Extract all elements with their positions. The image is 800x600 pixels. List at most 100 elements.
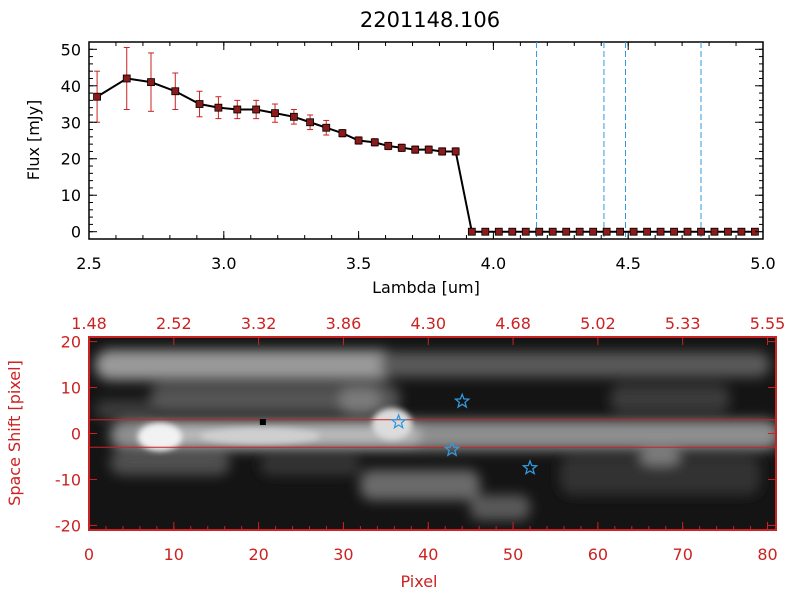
source-stars [390, 392, 539, 476]
star-1 [453, 392, 471, 409]
top-point-25 [521, 227, 530, 236]
bottom-top-tick-label-1: 2.52 [156, 314, 192, 333]
bottom-top-tick-label-6: 5.02 [580, 314, 616, 333]
star-0 [390, 413, 407, 430]
top-point-41 [737, 227, 746, 236]
top-point-10 [306, 118, 314, 127]
top-point-3 [171, 87, 180, 96]
bottom-top-ticks: 1.48 2.52 3.32 3.86 4.30 4.68 5.02 5.33 5.55 [71, 314, 785, 345]
top-point-12 [338, 129, 347, 138]
top-point-6 [233, 105, 242, 114]
bottom-top-tick-label-5: 4.68 [495, 314, 531, 333]
bottom-x-tick-label-6: 60 [588, 545, 608, 564]
top-point-14 [370, 138, 379, 147]
top-point-18 [424, 145, 433, 154]
top-point-4 [195, 100, 204, 108]
bottom-y-axis-label: Space Shift [pixel] [5, 360, 24, 506]
bottom-y-tick-label-4: 20 [61, 333, 81, 352]
top-point-22 [481, 227, 490, 236]
top-point-7 [252, 105, 261, 114]
top-x-tick-label-1: 3.0 [211, 254, 236, 273]
top-x-tick-label-0: 2.5 [76, 254, 101, 273]
top-point-17 [411, 145, 420, 154]
top-point-28 [562, 227, 571, 236]
top-y-tick-label-3: 30 [61, 113, 81, 132]
top-point-34 [643, 227, 651, 236]
top-point-5 [214, 103, 223, 112]
top-plot-frame [88, 41, 764, 240]
bottom-top-tick-label-7: 5.33 [665, 314, 701, 333]
bottom-x-tick-label-7: 70 [673, 545, 693, 564]
top-x-tick-label-5: 5.0 [750, 254, 775, 273]
bottom-y-tick-label-2: 0 [71, 425, 81, 444]
top-point-38 [697, 227, 705, 236]
top-point-2 [147, 78, 155, 87]
top-point-36 [670, 227, 678, 236]
bottom-x-ticks: 0 10 20 30 40 50 60 70 80 [84, 522, 778, 564]
top-y-tick-label-1: 10 [61, 186, 81, 205]
top-error-bars [94, 46, 459, 156]
bottom-x-tick-label-4: 40 [418, 545, 438, 564]
top-point-27 [548, 227, 557, 236]
top-point-1 [122, 74, 131, 83]
bottom-y-ticks: -20 -10 0 10 20 [55, 333, 776, 535]
top-y-axis-label: Flux [mJy] [24, 100, 43, 181]
spectral-image [89, 337, 776, 530]
bottom-top-tick-label-4: 4.30 [410, 314, 446, 333]
top-point-33 [629, 227, 638, 236]
bottom-x-tick-label-2: 20 [248, 545, 268, 564]
top-y-tick-label-2: 20 [61, 150, 81, 169]
top-point-29 [575, 227, 584, 236]
top-point-37 [683, 227, 692, 236]
top-x-tick-label-2: 3.5 [346, 254, 371, 273]
bottom-y-tick-label-0: -20 [55, 516, 81, 535]
top-point-20 [451, 147, 460, 156]
top-point-23 [494, 227, 503, 236]
star-2 [443, 440, 461, 457]
top-point-11 [322, 123, 331, 132]
top-point-24 [508, 227, 517, 236]
marker-dot [259, 419, 266, 426]
top-y-tick-label-0: 0 [71, 223, 81, 242]
bottom-top-tick-label-2: 3.32 [241, 314, 277, 333]
bottom-x-tick-label-0: 0 [84, 545, 94, 564]
top-point-40 [724, 227, 732, 236]
bottom-top-tick-label-8: 5.55 [750, 314, 786, 333]
top-point-13 [354, 136, 363, 145]
top-point-8 [271, 109, 279, 118]
top-vertical-lines [536, 42, 702, 239]
top-x-tick-label-4: 4.5 [615, 254, 640, 273]
top-x-tick-label-3: 4.0 [481, 254, 506, 273]
top-point-15 [384, 142, 393, 150]
bottom-y-tick-label-1: -10 [55, 470, 81, 489]
top-point-0 [93, 92, 101, 101]
top-x-ticks: 2.5 3.0 3.5 4.0 4.5 5.0 [76, 42, 776, 273]
bottom-x-tick-label-1: 10 [164, 545, 184, 564]
bottom-x-tick-label-5: 50 [503, 545, 523, 564]
bottom-y-tick-label-3: 10 [61, 379, 81, 398]
top-point-26 [535, 227, 544, 236]
top-point-31 [602, 227, 611, 236]
top-point-39 [710, 227, 719, 236]
top-point-16 [397, 143, 406, 152]
bottom-x-axis-label: Pixel [400, 572, 437, 591]
top-point-35 [656, 227, 665, 236]
top-point-30 [589, 227, 598, 236]
star-3 [521, 459, 539, 476]
top-title: 2201148.106 [360, 8, 500, 32]
bottom-top-tick-label-3: 3.86 [326, 314, 362, 333]
bottom-x-tick-label-8: 80 [757, 545, 777, 564]
top-x-axis-label: Lambda [um] [372, 278, 480, 297]
top-markers [93, 74, 759, 236]
bottom-x-tick-label-3: 30 [333, 545, 353, 564]
top-y-ticks: 0 10 20 30 40 50 [61, 40, 763, 242]
top-point-32 [616, 227, 625, 236]
top-point-9 [289, 112, 298, 121]
bottom-top-tick-label-0: 1.48 [71, 314, 107, 333]
top-point-21 [467, 227, 476, 236]
top-point-19 [438, 147, 447, 156]
top-y-tick-label-4: 40 [61, 77, 81, 96]
top-y-tick-label-5: 50 [61, 40, 81, 59]
